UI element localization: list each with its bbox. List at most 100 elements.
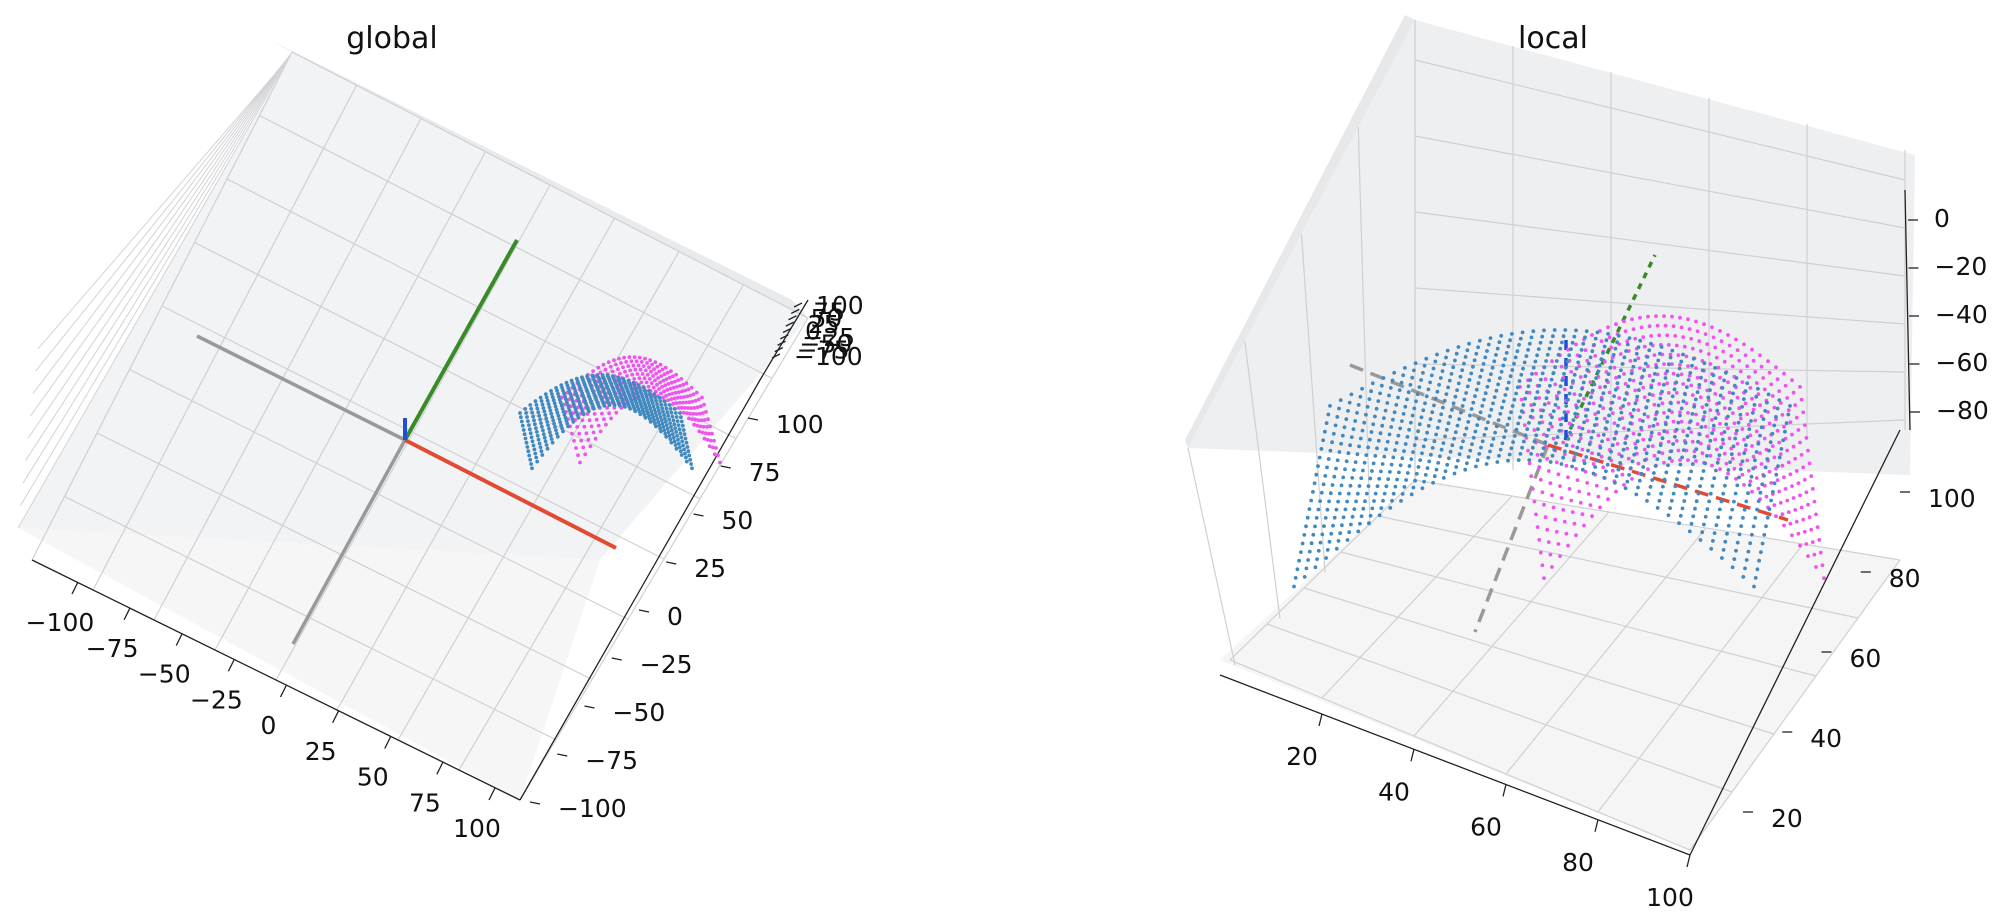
local-blue-point xyxy=(1311,532,1316,537)
global-blue-point xyxy=(612,403,617,407)
global-pink-point xyxy=(648,358,652,363)
local-pink-point xyxy=(1748,386,1753,390)
local-pink-point xyxy=(1780,512,1785,517)
local-blue-point xyxy=(1575,405,1579,410)
local-pink-point xyxy=(1638,366,1642,370)
local-pink-point xyxy=(1770,394,1775,398)
global-blue-point xyxy=(550,415,555,419)
global-pink-point xyxy=(701,424,706,429)
local-pink-point xyxy=(1708,453,1713,458)
local-blue-point xyxy=(1502,435,1506,439)
global-pink-point xyxy=(685,411,689,416)
local-pink-point xyxy=(1535,453,1540,457)
global-blue-point xyxy=(651,404,656,409)
local-blue-point xyxy=(1456,458,1460,463)
local-pink-point xyxy=(1642,395,1647,400)
global-pink-point xyxy=(678,384,682,388)
local-blue-point xyxy=(1473,429,1478,434)
local-blue-point xyxy=(1695,390,1700,395)
local-blue-point xyxy=(1409,457,1414,461)
local-blue-point xyxy=(1342,425,1347,430)
local-pink-point xyxy=(1794,519,1799,524)
local-pink-point xyxy=(1662,362,1666,366)
local-blue-point xyxy=(1545,352,1550,357)
local-blue-point xyxy=(1421,444,1426,449)
global-pink-point xyxy=(628,368,633,373)
local-pink-point xyxy=(1626,349,1631,353)
local-pink-point xyxy=(1655,372,1660,377)
local-blue-point xyxy=(1748,541,1753,546)
global-pink-point xyxy=(704,410,708,414)
local-blue-point xyxy=(1618,461,1622,465)
global-y-tick-label: 100 xyxy=(776,410,824,439)
local-blue-point xyxy=(1412,368,1416,373)
local-blue-point xyxy=(1755,567,1760,572)
local-blue-point xyxy=(1714,523,1719,528)
global-pink-point xyxy=(710,431,714,436)
local-blue-point xyxy=(1292,584,1296,589)
local-blue-point xyxy=(1711,539,1715,543)
local-blue-point xyxy=(1681,399,1686,404)
local-blue-point xyxy=(1562,410,1567,415)
local-blue-point xyxy=(1371,422,1376,427)
local-blue-point xyxy=(1560,416,1565,421)
local-blue-point xyxy=(1563,449,1567,454)
local-pink-point xyxy=(1783,383,1788,388)
local-pink-point xyxy=(1718,375,1722,380)
global-pink-point xyxy=(589,424,594,429)
local-blue-point xyxy=(1437,382,1441,387)
global-pink-point xyxy=(598,370,603,375)
local-blue-point xyxy=(1401,373,1406,378)
global-blue-point xyxy=(673,443,678,447)
global-pink-point xyxy=(669,397,674,401)
local-blue-point xyxy=(1678,513,1683,518)
local-blue-point xyxy=(1698,538,1703,542)
global-blue-point xyxy=(536,410,541,415)
local-pink-point xyxy=(1762,387,1767,392)
local-pink-point xyxy=(1546,469,1551,473)
global-gridline xyxy=(194,241,701,500)
local-pink-point xyxy=(1791,444,1796,449)
local-pink-point xyxy=(1679,419,1684,424)
local-blue-point xyxy=(1531,365,1536,370)
global-blue-point xyxy=(529,435,534,440)
local-pink-point xyxy=(1780,463,1785,468)
local-blue-point xyxy=(1589,395,1593,399)
local-pink-point xyxy=(1577,364,1582,369)
global-blue-point xyxy=(525,445,530,449)
local-blue-point xyxy=(1595,330,1600,335)
local-pink-point xyxy=(1802,477,1807,482)
global-blue-point xyxy=(532,447,537,452)
local-blue-point xyxy=(1488,449,1492,454)
local-blue-point xyxy=(1590,388,1595,393)
global-blue-point xyxy=(667,417,671,422)
global-y-tick-label: 0 xyxy=(667,602,683,631)
global-pink-point xyxy=(692,422,696,427)
local-pink-point xyxy=(1671,324,1676,329)
local-blue-point xyxy=(1336,539,1341,543)
local-blue-point xyxy=(1631,408,1636,412)
global-blue-point xyxy=(643,415,648,420)
global-z-tick-mark xyxy=(777,340,786,346)
global-pink-point xyxy=(664,377,669,381)
local-blue-point xyxy=(1689,469,1693,474)
global-z-tick-mark xyxy=(790,308,800,314)
global-pink-point xyxy=(661,378,666,383)
global-gridline xyxy=(129,368,629,620)
global-blue-point xyxy=(673,426,678,430)
global-pink-point xyxy=(682,395,686,399)
global-pink-point xyxy=(659,391,663,396)
local-pink-point xyxy=(1746,422,1751,427)
local-blue-point xyxy=(1694,447,1699,452)
global-pink-point xyxy=(663,365,668,370)
global-pink-point xyxy=(683,388,688,393)
local-pink-point xyxy=(1590,333,1594,337)
local-pink-point xyxy=(1719,339,1724,344)
global-panel: global −100−75−50−250255075100−100−75−50… xyxy=(17,21,864,843)
global-pink-point xyxy=(658,380,662,385)
local-blue-point xyxy=(1731,444,1736,449)
local-blue-point xyxy=(1734,548,1738,553)
local-pink-point xyxy=(1678,362,1682,367)
local-blue-point xyxy=(1487,414,1492,418)
